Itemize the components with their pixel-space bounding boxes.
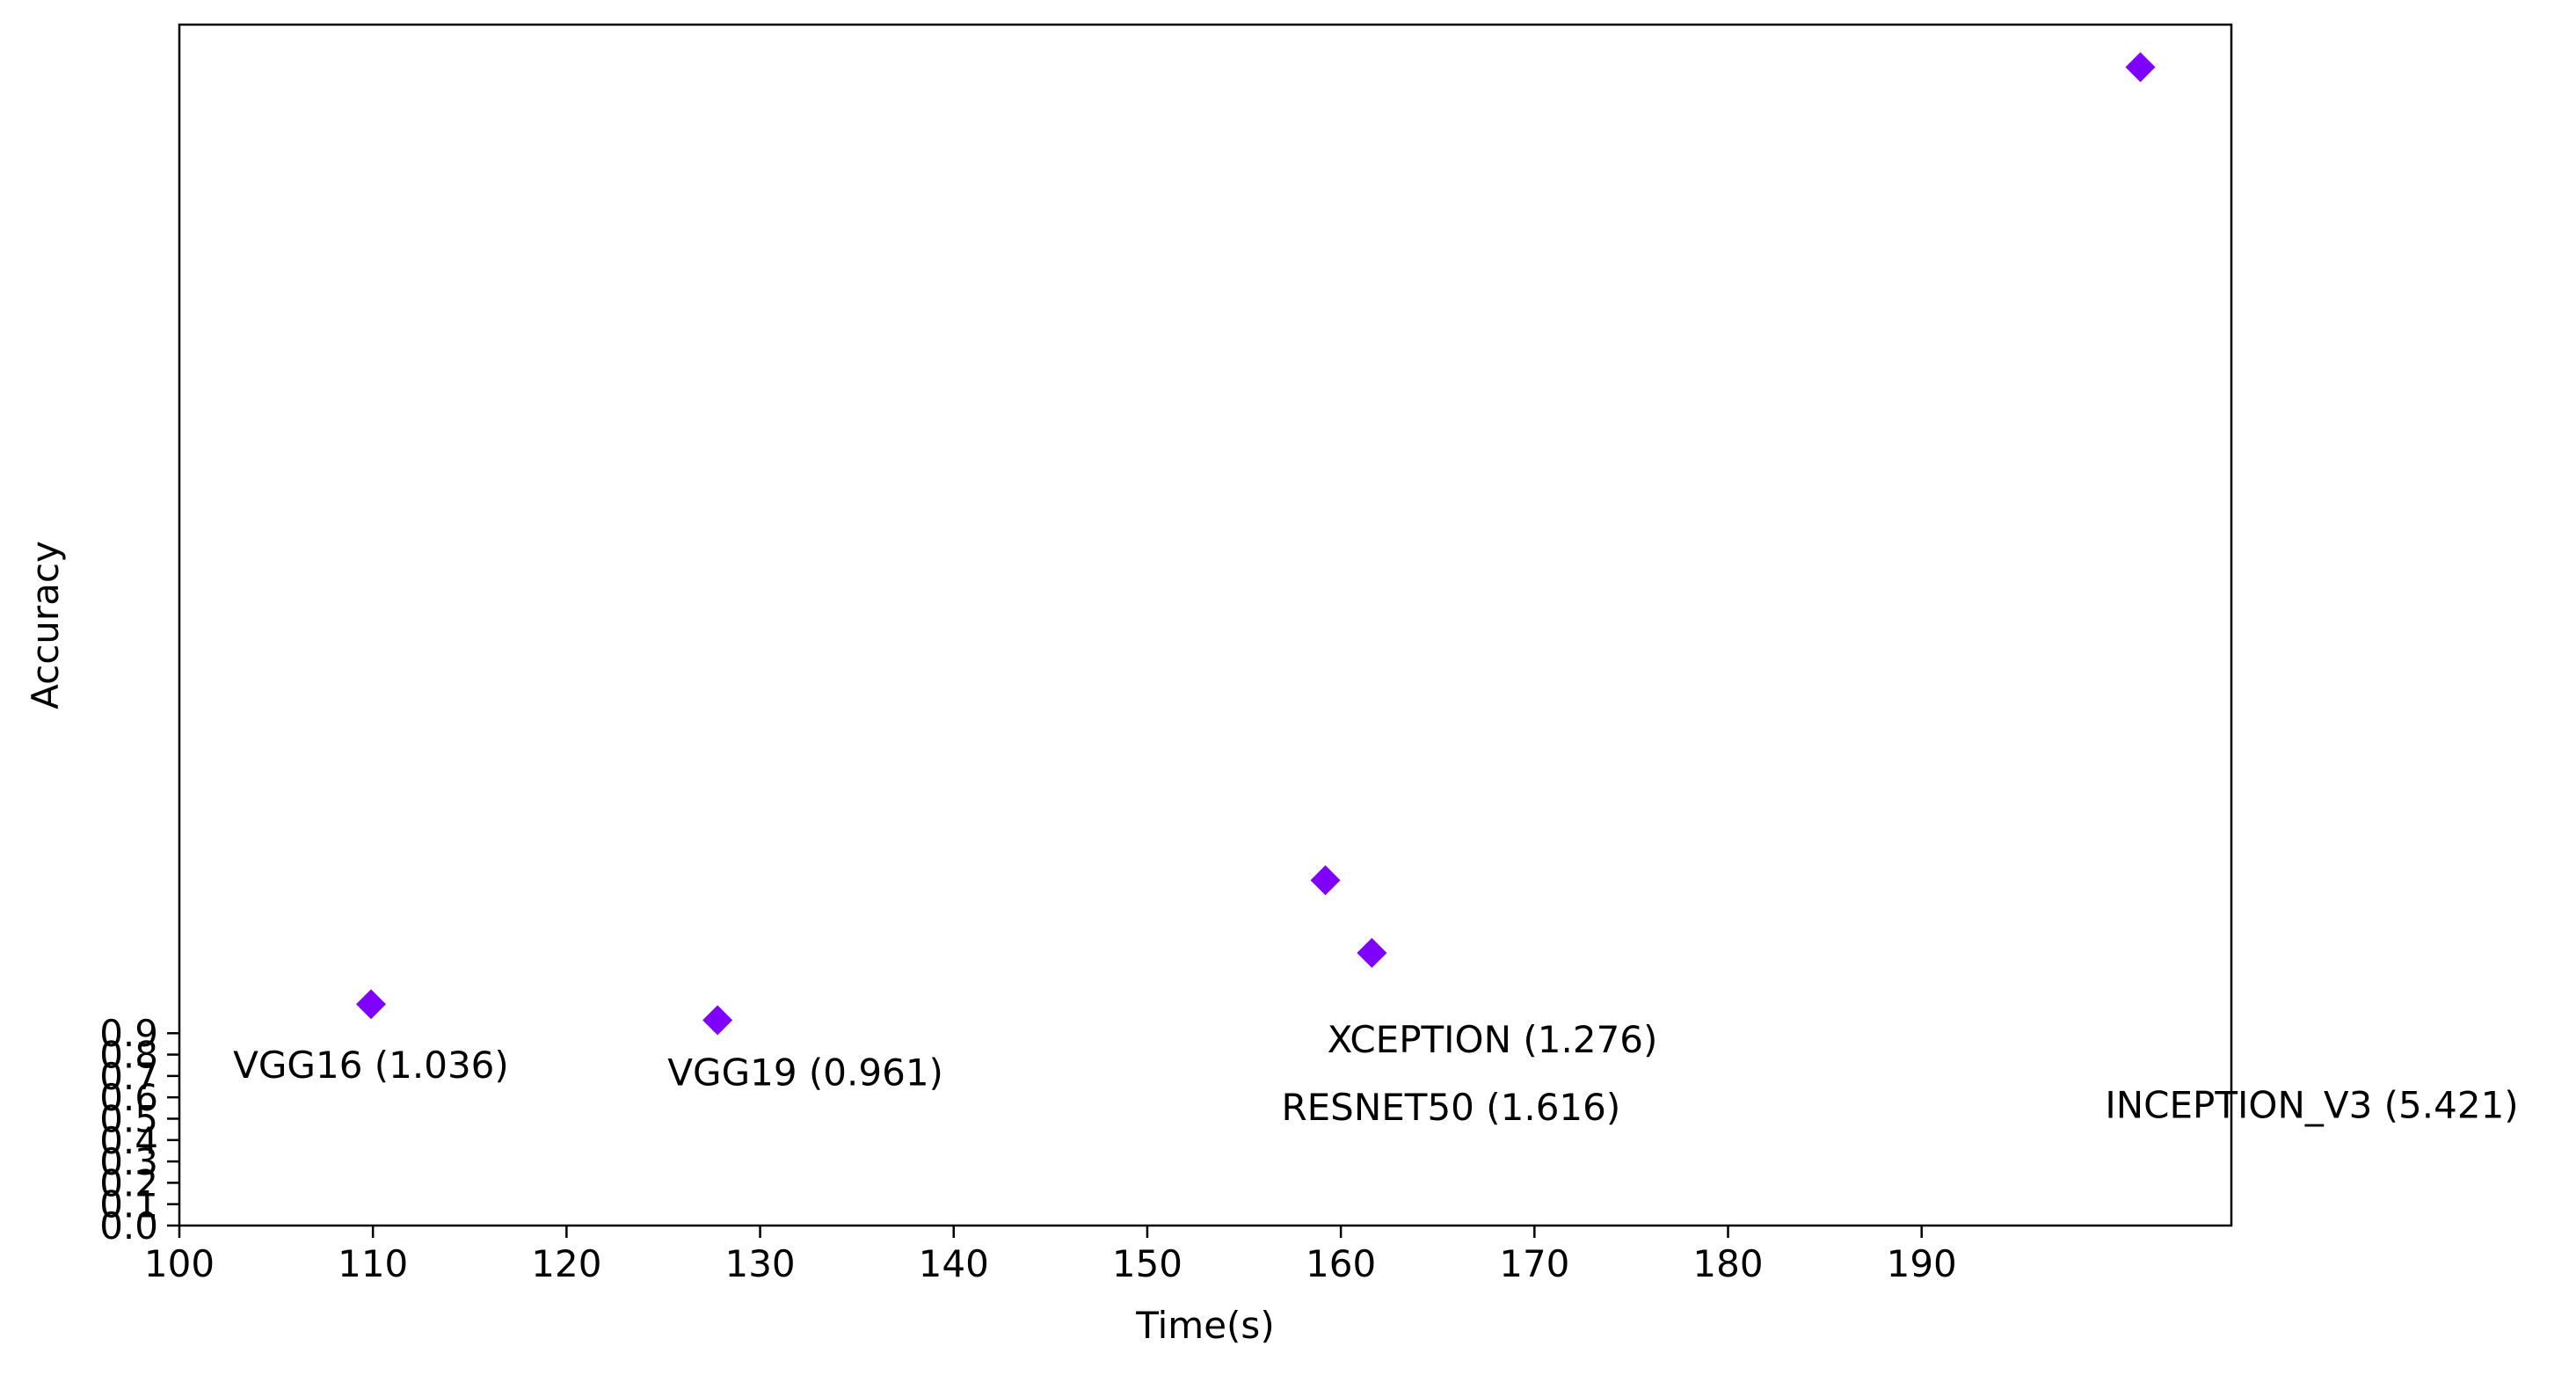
- x-tick-label: 110: [338, 1242, 408, 1285]
- y-tick-label: 0.9: [99, 1012, 158, 1055]
- y-axis: 0.00.10.20.30.40.50.60.70.80.9: [99, 1012, 179, 1248]
- data-points: [355, 52, 2156, 1036]
- y-tick-label: 0.5: [99, 1097, 158, 1140]
- data-label: XCEPTION (1.276): [1328, 1018, 1658, 1061]
- y-tick-label: 0.0: [99, 1204, 158, 1248]
- data-labels: VGG16 (1.036) VGG19 (0.961) XCEPTION (1.27…: [233, 1018, 2519, 1129]
- x-tick-label: 160: [1306, 1242, 1376, 1285]
- x-axis-label: Time(s): [1135, 1304, 1274, 1347]
- data-label: VGG19 (0.961): [667, 1051, 943, 1094]
- x-axis: 100 110 120 130 140 150 160 170 180 190: [144, 1226, 1957, 1285]
- data-point: [1357, 937, 1387, 968]
- y-tick-label: 0.2: [99, 1161, 158, 1204]
- x-tick-label: 170: [1499, 1242, 1569, 1285]
- data-point: [702, 1005, 733, 1036]
- data-label: RESNET50 (1.616): [1281, 1086, 1620, 1129]
- x-tick-label: 190: [1887, 1242, 1957, 1285]
- y-tick-label: 0.8: [99, 1034, 158, 1077]
- data-point: [355, 989, 386, 1020]
- data-point: [2125, 52, 2156, 83]
- y-tick-label: 0.6: [99, 1076, 158, 1119]
- y-axis-label: Accuracy: [24, 541, 67, 709]
- y-tick-label: 0.3: [99, 1140, 158, 1183]
- x-tick-label: 140: [919, 1242, 989, 1285]
- data-point: [1310, 865, 1341, 896]
- y-tick-label: 0.7: [99, 1055, 158, 1098]
- x-tick-label: 130: [724, 1242, 795, 1285]
- plot-frame: [178, 23, 2233, 1227]
- x-tick-label: 120: [531, 1242, 601, 1285]
- data-label: VGG16 (1.036): [233, 1044, 509, 1087]
- x-tick-label: 100: [144, 1242, 215, 1285]
- x-tick-label: 180: [1692, 1242, 1763, 1285]
- data-label: INCEPTION_V3 (5.421): [2105, 1083, 2518, 1126]
- y-tick-label: 0.4: [99, 1119, 158, 1162]
- x-tick-label: 150: [1112, 1242, 1182, 1285]
- y-tick-label: 0.1: [99, 1183, 158, 1226]
